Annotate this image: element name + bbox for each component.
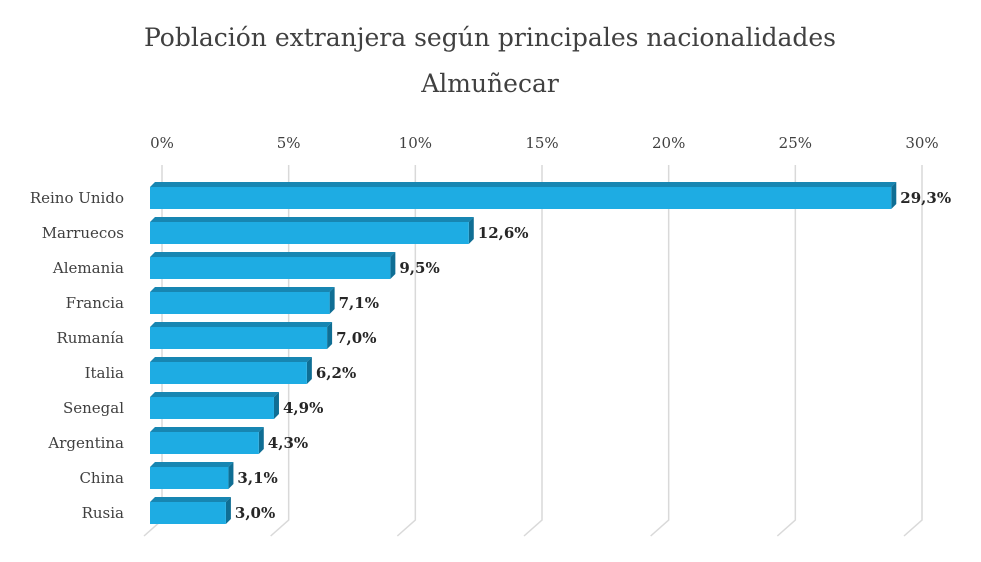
data-label: 7,1% bbox=[339, 294, 379, 312]
x-tick-label: 30% bbox=[905, 134, 938, 152]
x-tick-label: 0% bbox=[150, 134, 174, 152]
y-category-label: Rusia bbox=[82, 504, 124, 522]
bar bbox=[150, 432, 259, 454]
bar bbox=[150, 502, 226, 524]
bar bbox=[150, 222, 469, 244]
gridline bbox=[523, 165, 543, 537]
x-tick-label: 25% bbox=[779, 134, 812, 152]
gridline bbox=[776, 165, 797, 537]
y-category-label: Rumanía bbox=[56, 329, 124, 347]
gridline bbox=[650, 165, 670, 537]
y-category-label: Italia bbox=[85, 364, 124, 382]
x-tick-label: 15% bbox=[525, 134, 558, 152]
data-label: 7,0% bbox=[336, 329, 376, 347]
bar bbox=[150, 362, 307, 384]
bar-side bbox=[273, 392, 279, 419]
bar-top bbox=[150, 497, 231, 502]
bar bbox=[150, 467, 229, 489]
bar-top bbox=[150, 357, 312, 362]
gridline bbox=[270, 165, 290, 537]
bar-top bbox=[150, 182, 897, 187]
data-label: 3,0% bbox=[235, 504, 275, 522]
bar-side bbox=[468, 217, 474, 244]
gridline bbox=[903, 165, 923, 537]
y-category-label: China bbox=[79, 469, 124, 487]
bar-side bbox=[258, 427, 264, 454]
x-tick-label: 20% bbox=[652, 134, 685, 152]
bar-side bbox=[306, 357, 312, 384]
bar bbox=[150, 327, 328, 349]
data-label: 29,3% bbox=[900, 189, 951, 207]
x-tick-label: 5% bbox=[277, 134, 301, 152]
bar-top bbox=[150, 392, 279, 397]
bar-top bbox=[150, 427, 264, 432]
y-category-label: Alemania bbox=[52, 259, 124, 277]
bar bbox=[150, 397, 274, 419]
y-category-label: Senegal bbox=[63, 399, 124, 417]
bar bbox=[150, 292, 330, 314]
bar-side bbox=[891, 182, 897, 209]
bar-side bbox=[228, 462, 234, 489]
bar bbox=[150, 257, 391, 279]
y-category-label: Marruecos bbox=[42, 224, 124, 242]
data-label: 12,6% bbox=[478, 224, 529, 242]
x-tick-label: 10% bbox=[399, 134, 432, 152]
bar bbox=[150, 187, 892, 209]
y-category-label: Reino Unido bbox=[30, 189, 124, 207]
bar-side bbox=[327, 322, 333, 349]
bar-side bbox=[329, 287, 335, 314]
gridline bbox=[396, 165, 417, 537]
bar-top bbox=[150, 217, 474, 222]
bar-top bbox=[150, 287, 335, 292]
bar-top bbox=[150, 322, 333, 327]
data-label: 4,9% bbox=[283, 399, 323, 417]
data-label: 4,3% bbox=[268, 434, 308, 452]
y-category-label: Francia bbox=[66, 294, 124, 312]
chart-title: Población extranjera según principales n… bbox=[144, 23, 836, 52]
bar-top bbox=[150, 252, 396, 257]
bar-top bbox=[150, 462, 234, 467]
bar-side bbox=[390, 252, 396, 279]
data-label: 6,2% bbox=[316, 364, 356, 382]
y-category-label: Argentina bbox=[47, 434, 124, 452]
bar-side bbox=[225, 497, 231, 524]
chart-subtitle: Almuñecar bbox=[420, 69, 559, 98]
data-label: 3,1% bbox=[237, 469, 277, 487]
data-label: 9,5% bbox=[399, 259, 439, 277]
